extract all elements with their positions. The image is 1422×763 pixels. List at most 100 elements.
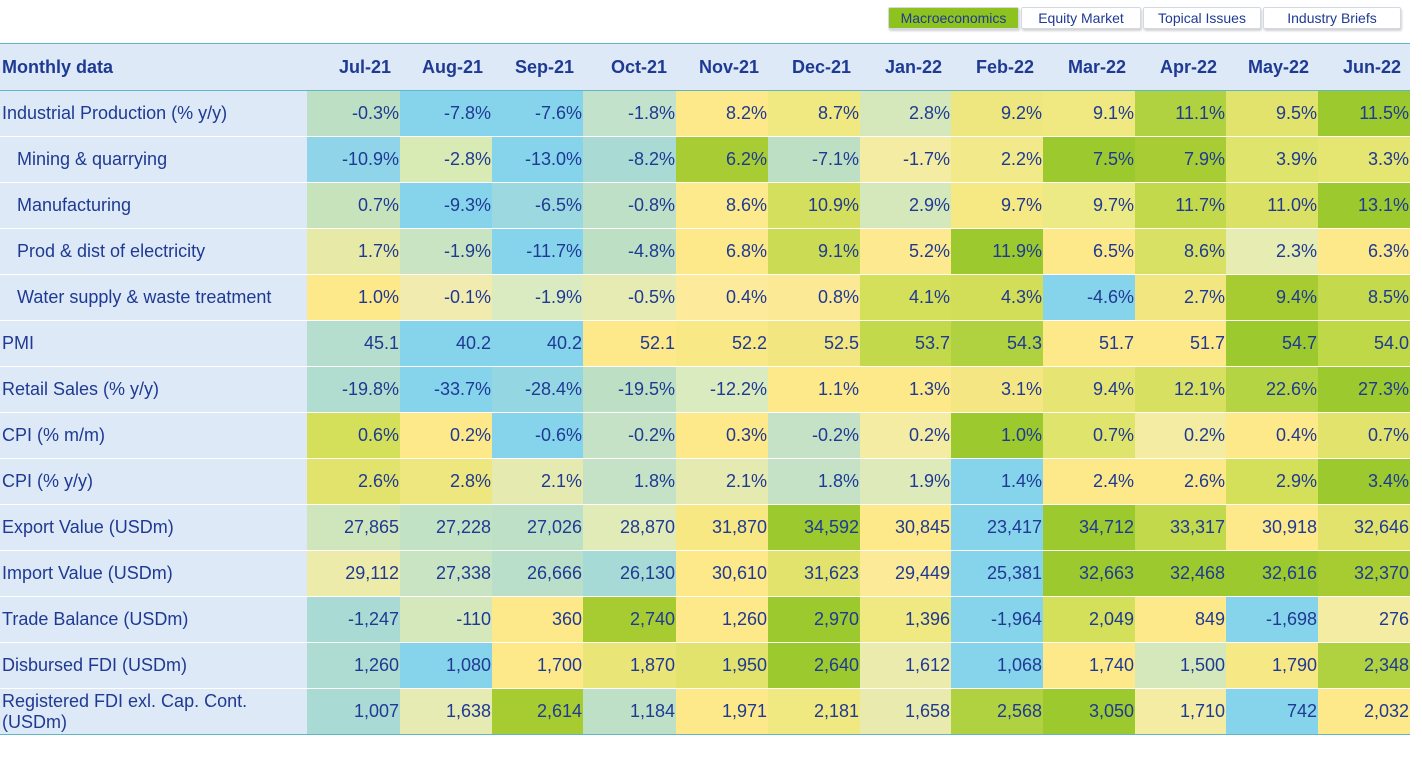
data-cell: 2,049: [1043, 596, 1135, 643]
data-cell: 8.7%: [768, 90, 860, 137]
data-cell: 2.8%: [860, 90, 951, 137]
data-cell: 11.1%: [1135, 90, 1226, 137]
column-header: Mar-22: [1043, 43, 1135, 91]
column-header: Sep-21: [492, 43, 583, 91]
data-cell: 2,640: [768, 642, 860, 689]
data-cell: 0.2%: [1135, 412, 1226, 459]
data-cell: -1.8%: [583, 90, 676, 137]
tab-macroeconomics[interactable]: Macroeconomics: [888, 7, 1019, 29]
column-header: Oct-21: [583, 43, 676, 91]
header-row: Monthly data Jul-21 Aug-21 Sep-21 Oct-21…: [0, 43, 1410, 91]
data-cell: 32,646: [1318, 504, 1410, 551]
data-cell: 22.6%: [1226, 366, 1318, 413]
data-cell: 3.9%: [1226, 136, 1318, 183]
data-cell: -10.9%: [307, 136, 400, 183]
data-cell: 2,568: [951, 688, 1043, 735]
data-cell: 54.7: [1226, 320, 1318, 367]
tab-industry-briefs[interactable]: Industry Briefs: [1263, 7, 1401, 29]
data-cell: 11.0%: [1226, 182, 1318, 229]
data-cell: 1.8%: [583, 458, 676, 505]
data-cell: 8.5%: [1318, 274, 1410, 321]
column-header: Aug-21: [400, 43, 492, 91]
data-cell: 2,032: [1318, 688, 1410, 735]
data-cell: 742: [1226, 688, 1318, 735]
data-cell: 0.4%: [1226, 412, 1318, 459]
data-cell: -33.7%: [400, 366, 492, 413]
table-row: Water supply & waste treatment 1.0% -0.1% -…: [0, 274, 1410, 321]
data-cell: -0.3%: [307, 90, 400, 137]
data-cell: 34,712: [1043, 504, 1135, 551]
data-cell: 276: [1318, 596, 1410, 643]
column-header: Apr-22: [1135, 43, 1226, 91]
data-cell: 2.1%: [492, 458, 583, 505]
data-cell: -28.4%: [492, 366, 583, 413]
data-cell: 26,130: [583, 550, 676, 597]
data-cell: -1.9%: [492, 274, 583, 321]
table-row: Export Value (USDm) 27,865 27,228 27,026 28,…: [0, 504, 1410, 551]
data-cell: 31,623: [768, 550, 860, 597]
data-cell: 0.2%: [860, 412, 951, 459]
data-cell: 7.5%: [1043, 136, 1135, 183]
data-cell: 2.9%: [860, 182, 951, 229]
data-cell: 0.7%: [307, 182, 400, 229]
data-cell: 40.2: [400, 320, 492, 367]
table-row: Import Value (USDm) 29,112 27,338 26,666 26,…: [0, 550, 1410, 597]
data-cell: 0.2%: [400, 412, 492, 459]
data-cell: 9.7%: [951, 182, 1043, 229]
data-cell: -1,964: [951, 596, 1043, 643]
data-cell: 40.2: [492, 320, 583, 367]
data-cell: 30,918: [1226, 504, 1318, 551]
data-cell: 6.8%: [676, 228, 768, 275]
column-header: Jan-22: [860, 43, 951, 91]
data-cell: 2,181: [768, 688, 860, 735]
data-cell: 1.1%: [768, 366, 860, 413]
data-cell: 9.1%: [1043, 90, 1135, 137]
data-cell: 0.7%: [1043, 412, 1135, 459]
data-cell: -7.1%: [768, 136, 860, 183]
data-cell: 1,950: [676, 642, 768, 689]
row-label: PMI: [0, 320, 307, 367]
data-cell: 9.4%: [1043, 366, 1135, 413]
data-cell: 9.4%: [1226, 274, 1318, 321]
column-header: Jun-22: [1318, 43, 1410, 91]
data-cell: 1.0%: [307, 274, 400, 321]
table-row: CPI (% y/y) 2.6% 2.8% 2.1% 1.8% 2.1% 1.8% 1.9% 1…: [0, 458, 1410, 505]
data-cell: -13.0%: [492, 136, 583, 183]
row-label: Registered FDI exl. Cap. Cont. (USDm): [0, 688, 307, 735]
data-cell: -1,247: [307, 596, 400, 643]
data-cell: 30,845: [860, 504, 951, 551]
row-label: Trade Balance (USDm): [0, 596, 307, 643]
data-cell: 25,381: [951, 550, 1043, 597]
data-cell: -1.9%: [400, 228, 492, 275]
row-label: Retail Sales (% y/y): [0, 366, 307, 413]
table-body: Industrial Production (% y/y) -0.3% -7.8% -…: [0, 90, 1410, 735]
table-title: Monthly data: [0, 43, 307, 91]
data-cell: 0.4%: [676, 274, 768, 321]
data-cell: 2.6%: [307, 458, 400, 505]
data-cell: 8.6%: [676, 182, 768, 229]
data-cell: 53.7: [860, 320, 951, 367]
data-cell: 26,666: [492, 550, 583, 597]
tab-topical-issues[interactable]: Topical Issues: [1143, 7, 1261, 29]
data-cell: 1,740: [1043, 642, 1135, 689]
row-label: CPI (% m/m): [0, 412, 307, 459]
data-cell: -12.2%: [676, 366, 768, 413]
data-cell: 31,870: [676, 504, 768, 551]
column-header: Jul-21: [307, 43, 400, 91]
data-cell: 27,228: [400, 504, 492, 551]
data-cell: 1.4%: [951, 458, 1043, 505]
data-cell: 1,870: [583, 642, 676, 689]
data-cell: 13.1%: [1318, 182, 1410, 229]
data-cell: 51.7: [1135, 320, 1226, 367]
data-cell: 849: [1135, 596, 1226, 643]
table-row: Retail Sales (% y/y) -19.8% -33.7% -28.4% -1…: [0, 366, 1410, 413]
data-cell: 11.5%: [1318, 90, 1410, 137]
data-cell: -0.1%: [400, 274, 492, 321]
tab-equity-market[interactable]: Equity Market: [1021, 7, 1141, 29]
data-cell: 29,449: [860, 550, 951, 597]
data-cell: 2.2%: [951, 136, 1043, 183]
data-cell: -9.3%: [400, 182, 492, 229]
data-cell: -1.7%: [860, 136, 951, 183]
data-cell: 3,050: [1043, 688, 1135, 735]
row-label: Manufacturing: [0, 182, 307, 229]
